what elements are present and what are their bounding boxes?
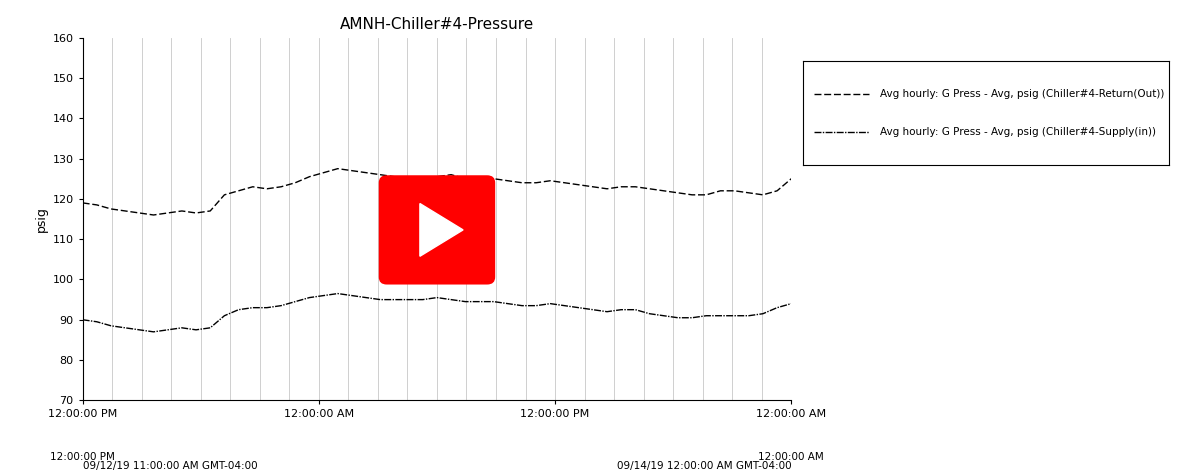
Text: Avg hourly: G Press - Avg, psig (Chiller#4-Return(Out)): Avg hourly: G Press - Avg, psig (Chiller… bbox=[880, 89, 1164, 99]
Text: 12:00:00 AM: 12:00:00 AM bbox=[758, 452, 824, 462]
FancyBboxPatch shape bbox=[379, 175, 495, 284]
Text: Avg hourly: G Press - Avg, psig (Chiller#4-Supply(in)): Avg hourly: G Press - Avg, psig (Chiller… bbox=[880, 127, 1156, 137]
Polygon shape bbox=[420, 203, 463, 256]
Text: 09/12/19 11:00:00 AM GMT-04:00: 09/12/19 11:00:00 AM GMT-04:00 bbox=[83, 461, 257, 471]
Y-axis label: psig: psig bbox=[35, 206, 48, 232]
Title: AMNH-Chiller#4-Pressure: AMNH-Chiller#4-Pressure bbox=[340, 17, 534, 32]
Text: 12:00:00 PM: 12:00:00 PM bbox=[51, 452, 115, 462]
Text: 09/14/19 12:00:00 AM GMT-04:00: 09/14/19 12:00:00 AM GMT-04:00 bbox=[616, 461, 791, 471]
